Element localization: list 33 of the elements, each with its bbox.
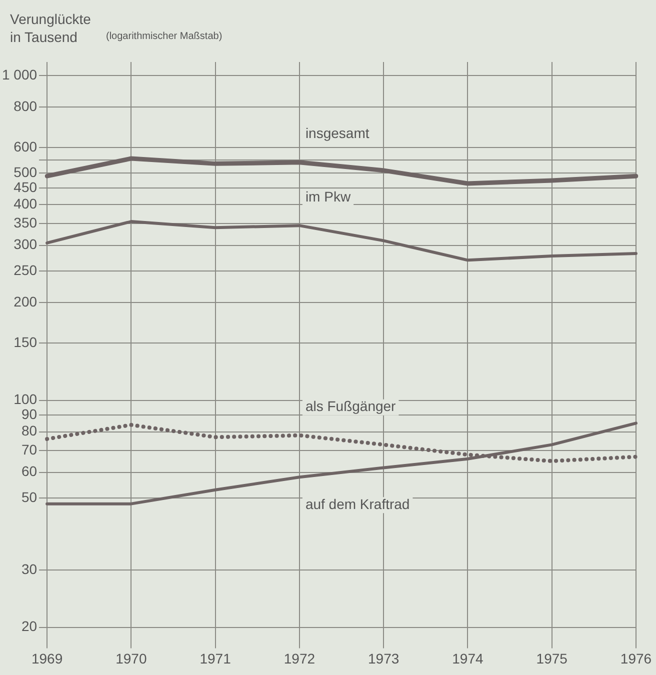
x-tick-label: 1972 (284, 650, 316, 666)
x-tick-label: 1969 (31, 650, 63, 666)
y-tick-label: 200 (14, 293, 38, 310)
x-tick-label: 1971 (200, 650, 232, 666)
y-tick-label: 60 (21, 463, 38, 480)
y-tick-label: 250 (14, 262, 38, 278)
y-tick-label: 90 (21, 406, 38, 422)
y-tick-label: 100 (14, 391, 38, 408)
y-tick-label: 800 (14, 98, 38, 114)
x-tick-label: 1974 (452, 650, 484, 666)
y-tick-label: 30 (21, 560, 38, 577)
y-tick-label: 600 (14, 138, 38, 154)
y-tick-label: 350 (14, 214, 38, 230)
series-label: als Fußgänger (305, 398, 396, 414)
series-label: auf dem Kraftrad (305, 496, 410, 512)
y-tick-label: 70 (21, 441, 38, 458)
x-tick-label: 1970 (116, 650, 147, 666)
y-tick-label: 50 (21, 488, 38, 505)
y-tick-label: 150 (14, 334, 38, 350)
y-tick-label: 80 (21, 422, 38, 439)
y-tick-label: 1 000 (2, 66, 38, 82)
y-tick-label: 500 (14, 164, 38, 180)
y-axis-title: Verunglückte in Tausend (10, 10, 92, 46)
x-tick-label: 1976 (620, 650, 652, 666)
series-label: im Pkw (305, 188, 352, 204)
x-tick-label: 1973 (368, 650, 400, 666)
y-tick-label: 20 (21, 618, 38, 634)
y-tick-label: 450 (14, 178, 38, 195)
series-label: insgesamt (305, 125, 370, 142)
x-tick-label: 1975 (536, 650, 568, 666)
y-tick-label: 400 (14, 196, 38, 212)
y-tick-label: 300 (14, 236, 38, 252)
chart-subtitle: (logarithmischer Maßstab) (106, 30, 222, 44)
